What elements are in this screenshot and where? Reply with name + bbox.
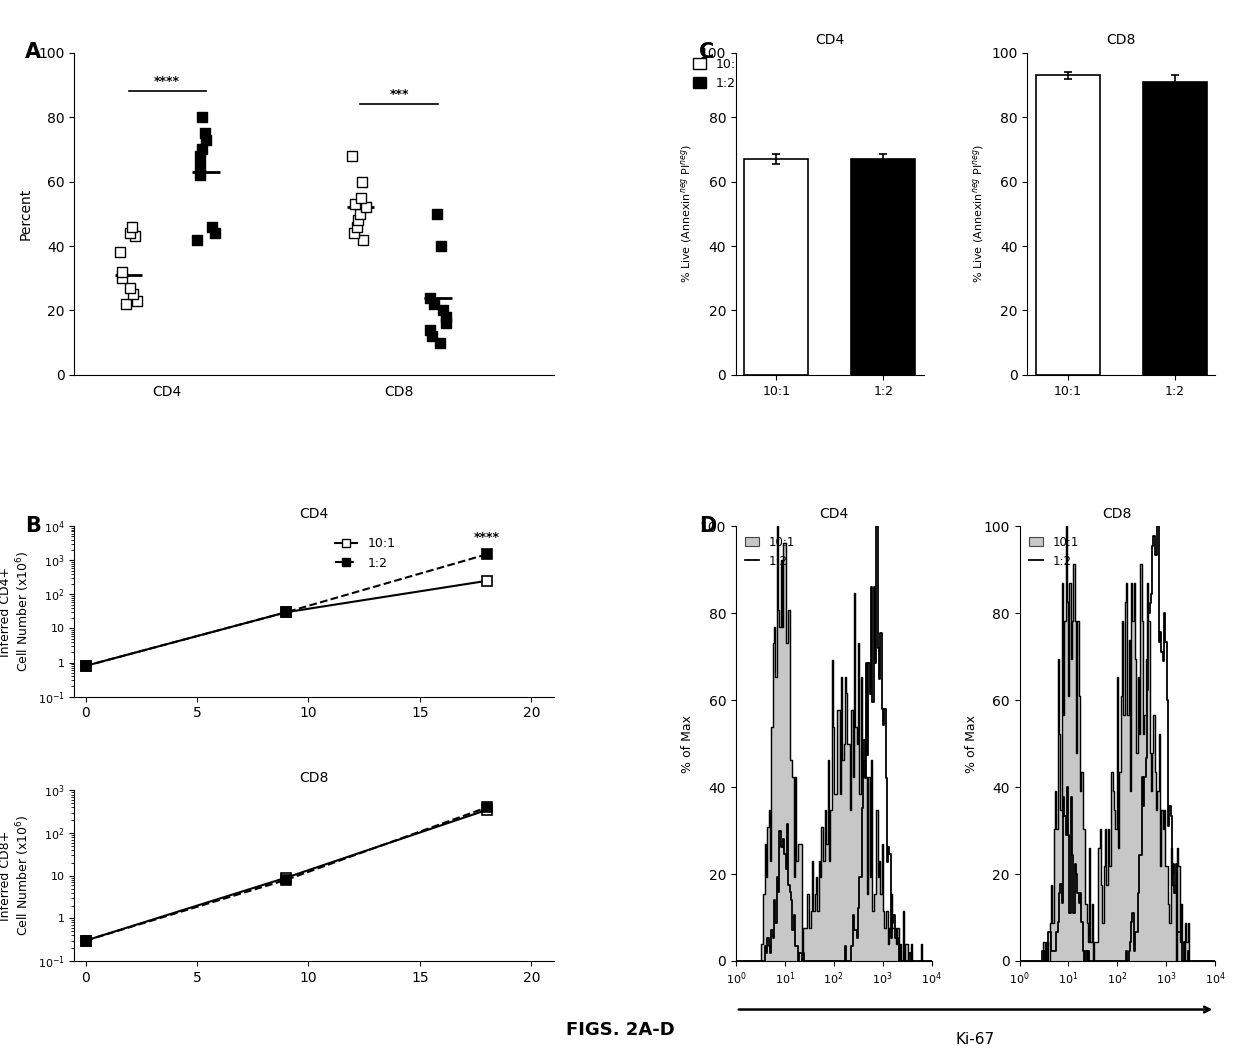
Legend: 10:1, 1:2: 10:1, 1:2 (688, 53, 749, 95)
Text: FIGS. 2A-D: FIGS. 2A-D (565, 1020, 675, 1039)
Point (123, 286, 143, 303)
Point (117, 296, 136, 313)
Text: ****: **** (154, 75, 180, 89)
Point (347, 219, 367, 235)
Title: CD8: CD8 (1106, 34, 1136, 48)
Text: C: C (698, 42, 714, 62)
Title: CD4: CD4 (299, 507, 329, 521)
Point (436, 315, 456, 332)
Y-axis label: Percent: Percent (19, 188, 32, 240)
Point (110, 244, 130, 261)
Point (191, 167, 211, 184)
Point (192, 140, 212, 157)
Point (202, 219, 222, 235)
Point (120, 225, 140, 242)
Bar (1142, 81, 1207, 375)
Title: CD4: CD4 (815, 34, 844, 48)
Point (112, 263, 131, 280)
Point (352, 231, 372, 248)
Y-axis label: Inferred CD8+
Cell Number (x10$^6$): Inferred CD8+ Cell Number (x10$^6$) (0, 815, 32, 937)
Point (436, 308, 456, 325)
Point (125, 228, 145, 245)
Y-axis label: % Live (Annexin$^{neg}$ PI$^{neg}$): % Live (Annexin$^{neg}$ PI$^{neg}$) (680, 145, 694, 283)
Point (195, 125, 215, 142)
Text: B: B (25, 515, 41, 535)
Point (432, 238, 451, 254)
Point (187, 231, 207, 248)
Point (120, 280, 140, 297)
Point (350, 205, 370, 222)
Point (342, 148, 362, 165)
Point (123, 219, 143, 235)
Point (420, 321, 440, 338)
Legend: 10:1, 1:2: 10:1, 1:2 (330, 532, 401, 574)
Point (205, 225, 224, 242)
Bar (851, 159, 915, 375)
Legend: 10:1, 1:2: 10:1, 1:2 (1025, 532, 1083, 571)
Text: A: A (25, 42, 41, 62)
Bar (744, 159, 808, 375)
Point (112, 269, 131, 286)
Title: CD4: CD4 (820, 507, 848, 521)
Point (190, 148, 210, 165)
Point (190, 157, 210, 174)
Point (192, 109, 212, 126)
Point (427, 205, 446, 222)
Point (424, 296, 444, 313)
Point (196, 131, 216, 148)
Title: CD8: CD8 (299, 771, 329, 785)
Point (356, 199, 376, 215)
Title: CD8: CD8 (1102, 507, 1132, 521)
Point (422, 327, 441, 344)
Y-axis label: Inferred CD4+
Cell Number (x10$^6$): Inferred CD4+ Cell Number (x10$^6$) (0, 550, 32, 673)
Point (352, 173, 372, 190)
Text: Ki-67: Ki-67 (956, 1032, 994, 1046)
Point (348, 212, 368, 229)
Y-axis label: % of Max: % of Max (965, 715, 978, 773)
Point (420, 289, 440, 306)
Point (345, 195, 365, 212)
Y-axis label: % Live (Annexin$^{neg}$ PI$^{neg}$): % Live (Annexin$^{neg}$ PI$^{neg}$) (971, 145, 986, 283)
Point (126, 293, 146, 309)
Text: ***: *** (389, 88, 409, 101)
Text: D: D (698, 515, 715, 535)
Y-axis label: % of Max: % of Max (681, 715, 694, 773)
Bar (1035, 75, 1100, 375)
Point (343, 225, 363, 242)
Legend: 10:1, 1:2: 10:1, 1:2 (742, 532, 799, 571)
Point (430, 334, 450, 351)
Point (434, 302, 454, 319)
Text: ****: **** (474, 531, 500, 544)
Point (351, 189, 371, 206)
